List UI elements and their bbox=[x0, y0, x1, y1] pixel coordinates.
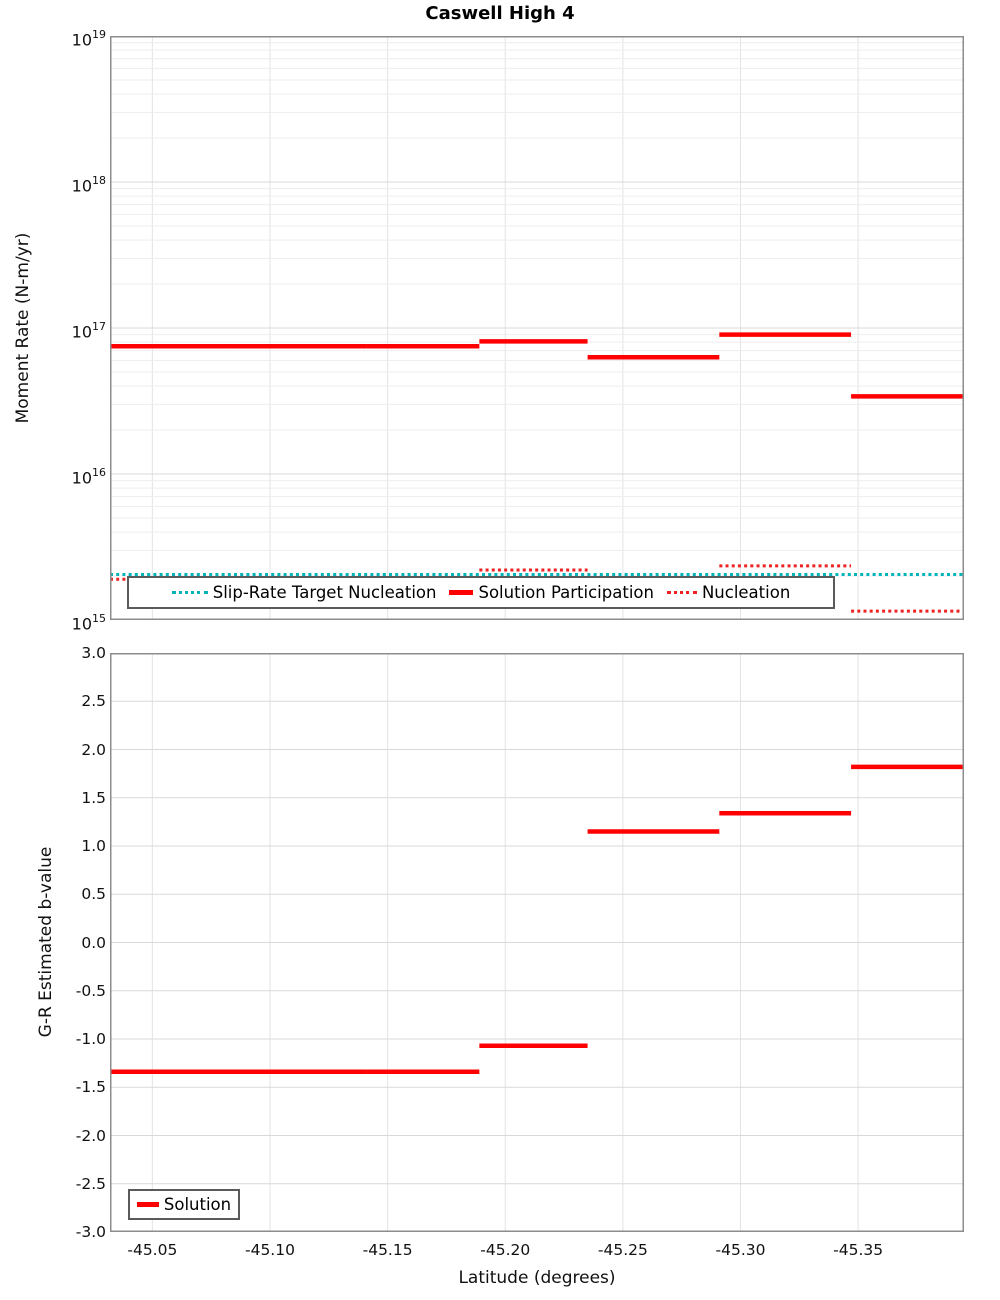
ytick-label: 3.0 bbox=[81, 644, 106, 662]
b-value-plot bbox=[110, 653, 964, 1232]
red-solid-line-icon bbox=[136, 1202, 159, 1207]
chart-title: Caswell High 4 bbox=[425, 3, 575, 24]
ytick-label: 1017 bbox=[71, 320, 106, 342]
legend-label-solution-participation: Solution Participation bbox=[478, 583, 654, 602]
ytick-label: 2.0 bbox=[81, 740, 106, 759]
legend-label-nucleation: Nucleation bbox=[701, 583, 791, 602]
ytick-label: 1018 bbox=[71, 174, 106, 196]
legend-item-nucleation: Nucleation bbox=[666, 583, 791, 602]
ytick-label: -0.5 bbox=[75, 981, 106, 1000]
legend-label-solution: Solution bbox=[163, 1195, 232, 1214]
ytick-label: 1016 bbox=[71, 466, 106, 488]
red-solid-line-icon bbox=[449, 590, 474, 595]
ytick-label: 1015 bbox=[71, 612, 106, 634]
xtick-label: -45.10 bbox=[244, 1241, 295, 1259]
xtick-label: -45.30 bbox=[715, 1241, 766, 1259]
latitude-axis-label: Latitude (degrees) bbox=[458, 1268, 616, 1288]
xtick-label: -45.15 bbox=[362, 1241, 413, 1259]
legend-item-slip-rate-target: Slip-Rate Target Nucleation bbox=[171, 583, 437, 602]
plot-border bbox=[110, 653, 964, 1232]
ytick-label: 0.0 bbox=[81, 933, 106, 952]
ytick-label: 1.5 bbox=[81, 788, 106, 807]
ytick-label: -1.5 bbox=[75, 1078, 106, 1097]
xtick-label: -45.25 bbox=[597, 1241, 648, 1259]
legend-label-slip-rate-target: Slip-Rate Target Nucleation bbox=[212, 583, 437, 602]
moment-rate-plot bbox=[110, 36, 964, 620]
xtick-label: -45.20 bbox=[480, 1241, 531, 1259]
legend-item-solution-participation: Solution Participation bbox=[449, 583, 654, 602]
plot-border bbox=[110, 36, 964, 620]
ytick-label: -3.0 bbox=[75, 1223, 106, 1241]
red-dotted-line-icon bbox=[666, 591, 697, 594]
moment-rate-legend: Slip-Rate Target Nucleation Solution Par… bbox=[127, 576, 835, 609]
ytick-label: -2.5 bbox=[75, 1174, 106, 1193]
legend-item-solution: Solution bbox=[136, 1195, 232, 1214]
cyan-dotted-line-icon bbox=[171, 591, 208, 594]
xtick-label: -45.35 bbox=[833, 1241, 884, 1259]
xtick-label: -45.05 bbox=[127, 1241, 178, 1259]
ytick-label: 0.5 bbox=[81, 885, 106, 904]
ytick-label: -2.0 bbox=[75, 1126, 106, 1145]
b-value-legend: Solution bbox=[128, 1189, 240, 1220]
ytick-label: 1.0 bbox=[81, 837, 106, 855]
ytick-label: -1.0 bbox=[75, 1030, 106, 1048]
ytick-label: 2.5 bbox=[81, 692, 106, 711]
ytick-label: 1019 bbox=[71, 28, 106, 50]
